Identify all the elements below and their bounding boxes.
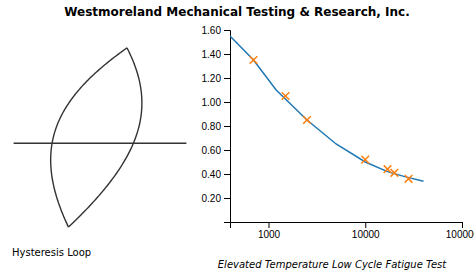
x-tick: 10000 [352, 222, 380, 240]
hysteresis-curve [69, 48, 142, 227]
y-tick-mark [224, 54, 230, 55]
title: Westmoreland Mechanical Testing & Resear… [64, 5, 410, 19]
y-tick-label: 1.60 [202, 25, 222, 36]
point [405, 175, 413, 183]
y-tick-label: 1.40 [202, 49, 222, 60]
point [282, 92, 290, 100]
y-tick: 0.80 [202, 121, 230, 132]
y-tick-mark [224, 102, 230, 103]
y-tick: 1.20 [202, 73, 230, 84]
point [384, 165, 392, 173]
annotation: Hysteresis Loop [12, 247, 91, 258]
chart: Westmoreland Mechanical Testing & Resear… [0, 0, 474, 278]
y-tick: 0.40 [202, 169, 230, 180]
y-tick-label: 0.20 [202, 193, 222, 204]
hysteresis-curve [51, 48, 127, 227]
y-tick: 1.60 [202, 25, 230, 36]
y-axis-line [224, 31, 231, 223]
y-tick-mark [224, 78, 230, 79]
point [250, 56, 258, 64]
y-tick: 0.60 [202, 145, 230, 156]
y-tick: 0.20 [202, 193, 230, 204]
x-tick-label: 1000 [258, 229, 281, 240]
y-axis: 0.20 0.40 0.60 0.80 1.00 1.20 1.40 1.60 [202, 25, 231, 223]
x-tick: 1000 [258, 222, 281, 240]
y-tick-label: 0.40 [202, 169, 222, 180]
y-tick-mark [224, 174, 230, 175]
point [361, 156, 369, 164]
x-tick-label: 100000 [446, 229, 474, 240]
hysteresis-panel: Hysteresis Loop [12, 48, 186, 258]
y-tick: 1.40 [202, 49, 230, 60]
y-tick-label: 0.80 [202, 121, 222, 132]
x-tick-mark [365, 222, 366, 228]
x-axis-line [231, 223, 463, 229]
y-tick-label: 1.20 [202, 73, 222, 84]
x-tick: 100000 [446, 222, 474, 240]
plot-area [230, 36, 423, 183]
x-tick-label: 10000 [352, 229, 380, 240]
y-tick-mark [224, 198, 230, 199]
y-tick-mark [224, 126, 230, 127]
x-tick-mark [462, 222, 463, 228]
curve [230, 36, 423, 181]
y-tick-mark [224, 150, 230, 151]
point [391, 169, 399, 177]
hysteresis-axis [14, 142, 187, 144]
x-tick-mark [269, 222, 270, 228]
y-tick-label: 1.00 [202, 97, 222, 108]
y-tick-label: 0.60 [202, 145, 222, 156]
point [303, 116, 311, 124]
x-axis: 1000 10000 100000 [231, 222, 474, 240]
y-tick-mark [224, 30, 230, 31]
subtitle: Elevated Temperature Low Cycle Fatigue T… [218, 259, 447, 270]
y-tick: 1.00 [202, 97, 230, 108]
